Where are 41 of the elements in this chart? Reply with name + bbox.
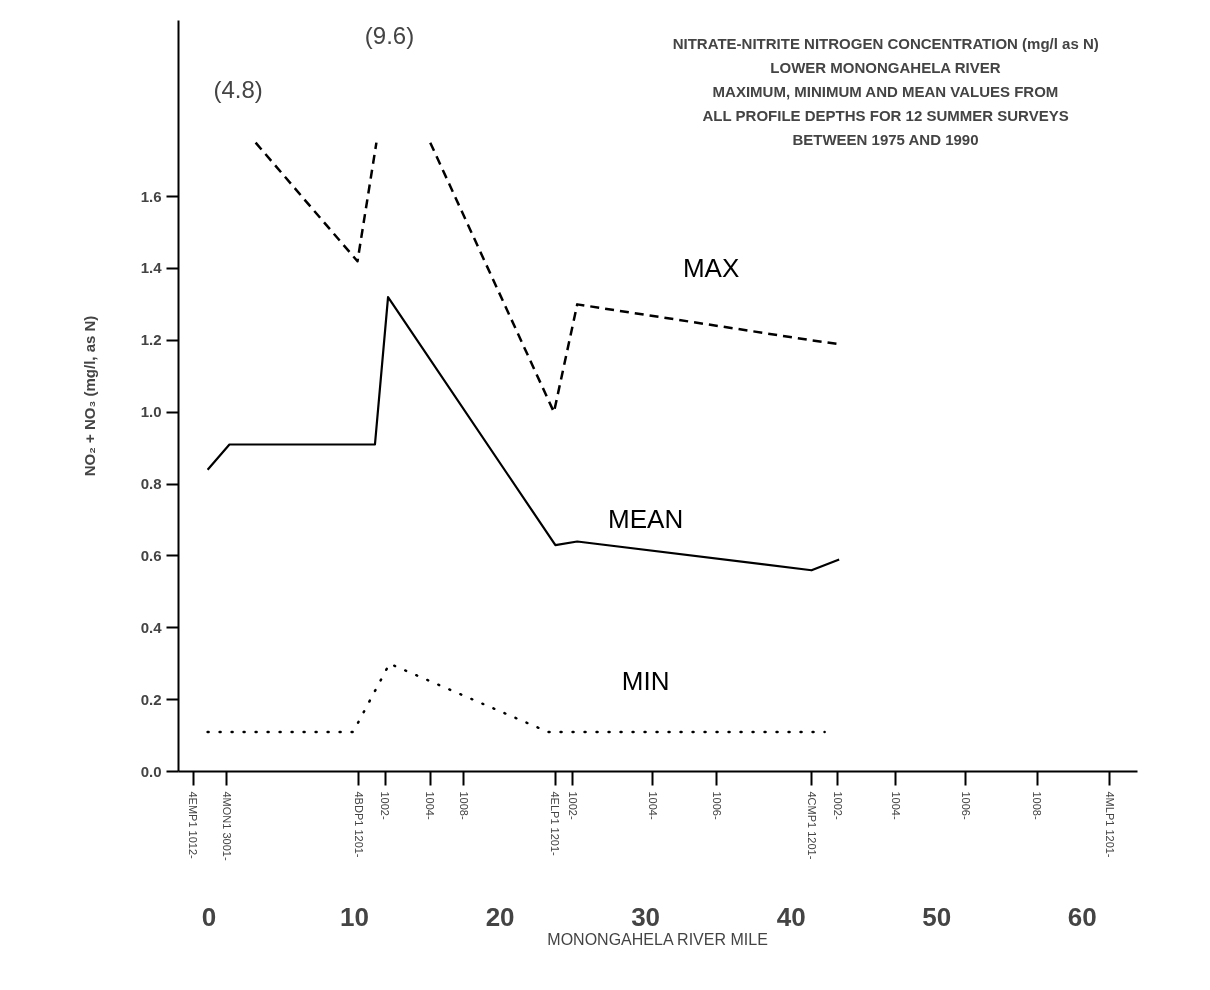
x-tick-label: 40 (776, 901, 806, 932)
text: NITRATE-NITRITE NITROGEN CONCENTRATION (mg/l as N) LOWER MONONGAHELA RIVER MAXIMUM, MINIMUM AND MEAN VALUES FROM ALL PROFILE DEPTHS FOR 12 SUMMER SURVEYS BETWEEN 1975 AND 1990 (672, 34, 1099, 148)
x-tick-label: 60 (1067, 901, 1097, 932)
x-tick-label: 30 (631, 901, 661, 932)
text: 1008- (457, 791, 470, 820)
text: 4CMP1 1201- (805, 791, 818, 860)
text: 1006- (710, 791, 723, 820)
series-label: MAX (682, 252, 740, 283)
y-tick-label: 1.0 (140, 403, 162, 421)
text: 1002- (379, 791, 392, 820)
line-series (206, 296, 841, 572)
y-axis-title: NO₂ + NO₃ (mg/l, as N) (80, 315, 98, 477)
text: 1004- (889, 791, 902, 820)
annotation: (4.8) (213, 75, 263, 103)
text: 4BDP1 1201- (352, 791, 365, 858)
y-tick-label: 1.4 (140, 259, 163, 277)
x-tick-label: 20 (485, 901, 515, 932)
y-tick-label: 1.6 (140, 187, 162, 205)
x-axis-title: MONONGAHELA RIVER MILE (547, 930, 768, 948)
text: 1004- (646, 791, 659, 820)
x-tick-label: 50 (922, 901, 952, 932)
text: 4MON1 3001- (220, 791, 233, 861)
y-tick-label: 0.8 (140, 475, 162, 493)
text: 1004- (424, 791, 437, 820)
y-tick-label: 0.6 (140, 546, 162, 564)
text: 4MLP1 1201- (1103, 791, 1116, 858)
y-tick-label: 0.0 (140, 762, 162, 780)
series-label: MEAN (608, 504, 684, 535)
text: 4EMP1 1012- (187, 791, 200, 860)
y-tick-label: 0.2 (140, 690, 162, 708)
x-tick-label: 0 (201, 901, 217, 932)
text: 4ELP1 1201- (549, 791, 562, 857)
y-tick-label: 1.2 (140, 331, 162, 349)
y-tick-label: 0.4 (140, 618, 163, 636)
series-label: MIN (621, 666, 670, 697)
text: 1008- (1031, 791, 1044, 820)
text: 1002- (831, 791, 844, 820)
x-tick-label: 10 (340, 901, 370, 932)
text: 1006- (959, 791, 972, 820)
text: 1002- (566, 791, 579, 820)
annotation: (9.6) (364, 21, 415, 49)
